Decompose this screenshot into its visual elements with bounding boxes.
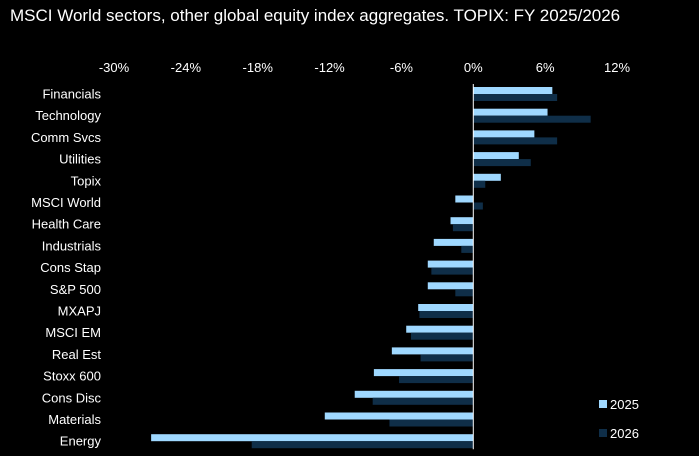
category-label: Technology — [35, 108, 101, 123]
category-label: MXAPJ — [58, 304, 101, 319]
category-label: MSCI World — [31, 195, 101, 210]
x-tick-label: -6% — [390, 60, 414, 75]
x-tick-label: 0% — [464, 60, 483, 75]
bar-2026 — [411, 332, 474, 340]
category-labels: Financials Technology Comm Svcs Utilities To… — [31, 87, 102, 449]
bar-2025 — [473, 173, 501, 181]
bar-2025 — [473, 108, 548, 116]
category-label: Real Est — [52, 347, 102, 362]
legend: 2025 2026 — [599, 397, 639, 441]
category-label: Cons Stap — [40, 260, 101, 275]
x-tick-label: -12% — [314, 60, 345, 75]
category-label: Energy — [60, 434, 102, 449]
bar-2026 — [473, 202, 483, 210]
category-label: Cons Disc — [42, 390, 102, 405]
bar-2025 — [391, 347, 474, 355]
x-tick-label: 12% — [604, 60, 630, 75]
bar-series — [151, 87, 591, 449]
bar-2025 — [373, 369, 474, 377]
category-label: Health Care — [32, 217, 101, 232]
bar-2026 — [452, 224, 474, 232]
x-tick-label: 6% — [536, 60, 555, 75]
bar-2025 — [354, 390, 474, 398]
bar-2026 — [431, 267, 474, 275]
bar-2025 — [473, 87, 553, 94]
category-label: Financials — [42, 87, 101, 102]
legend-label: 2025 — [610, 397, 639, 412]
x-tick-label: -18% — [243, 60, 274, 75]
bar-2026 — [420, 354, 474, 362]
category-label: S&P 500 — [50, 282, 101, 297]
bar-2026 — [251, 441, 474, 449]
bar-2025 — [427, 260, 474, 268]
chart-title: MSCI World sectors, other global equity … — [10, 6, 621, 25]
bar-2026 — [419, 311, 474, 318]
category-label: Comm Svcs — [31, 130, 102, 145]
category-label: Industrials — [42, 238, 102, 253]
bar-2026 — [389, 419, 474, 427]
bar-2026 — [473, 115, 591, 123]
bar-2026 — [399, 376, 474, 384]
bar-2026 — [461, 245, 474, 253]
legend-swatch — [599, 429, 607, 437]
category-label: Topix — [71, 173, 102, 188]
bar-2026 — [473, 137, 558, 145]
bar-2026 — [372, 397, 474, 405]
bar-2026 — [455, 289, 474, 297]
bar-2025 — [433, 238, 474, 246]
bar-2025 — [427, 282, 474, 290]
bar-2025 — [473, 152, 519, 160]
bar-2025 — [406, 325, 474, 333]
x-tick-label: -24% — [171, 60, 202, 75]
bar-2025 — [324, 412, 474, 420]
category-label: Materials — [48, 412, 101, 427]
x-tick-label: -30% — [99, 60, 130, 75]
bar-2025 — [418, 304, 474, 311]
bar-2026 — [473, 159, 531, 167]
category-label: MSCI EM — [45, 325, 101, 340]
category-label: Utilities — [59, 152, 101, 167]
bar-2026 — [473, 94, 558, 101]
x-axis-ticks: -30% -24% -18% -12% -6% 0% 6% 12% — [99, 60, 631, 75]
bar-2025 — [455, 195, 474, 203]
category-label: Stoxx 600 — [43, 369, 101, 384]
legend-label: 2026 — [610, 426, 639, 441]
bar-2026 — [473, 180, 486, 188]
bar-2025 — [473, 130, 535, 138]
legend-swatch — [599, 400, 607, 408]
bar-2025 — [151, 434, 474, 442]
bar-2025 — [450, 217, 474, 225]
